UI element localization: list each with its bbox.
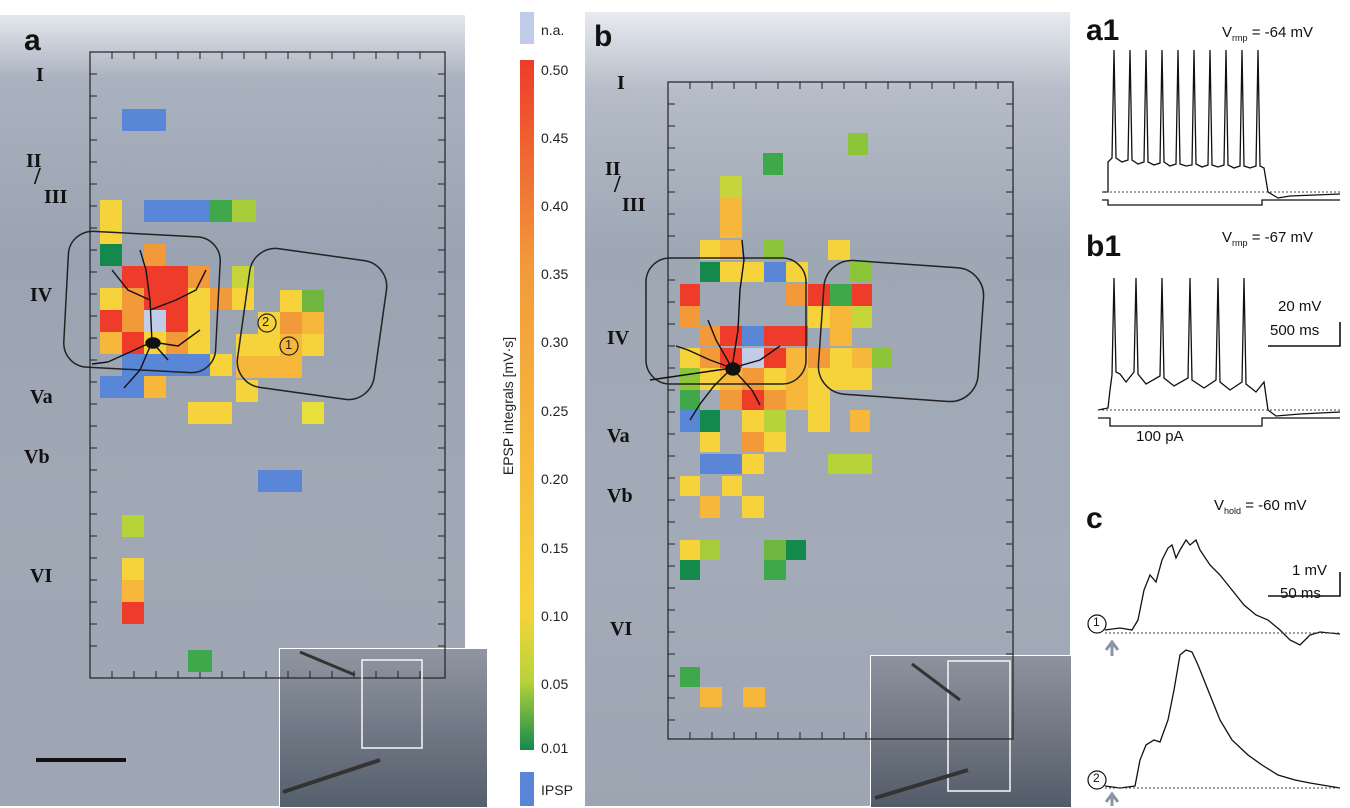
inset-b (870, 655, 1072, 808)
trace-marker-2-label: 2 (1093, 771, 1100, 785)
colorbar-tick-1: 0.45 (541, 130, 569, 146)
hold-sub-c: hold (1224, 506, 1242, 516)
panel-b-heatmap (680, 133, 892, 707)
layer-b-slash: / (614, 172, 621, 198)
colorbar-tick-10: 0.01 (541, 740, 569, 756)
v-letter-c: V (1214, 497, 1225, 514)
panel-b-frame (667, 81, 1014, 740)
layer-a-slash: / (34, 164, 41, 190)
c-vhold-value: = -60 mV (1245, 497, 1307, 514)
panel-b-outlines (645, 257, 985, 403)
panel-a-heatmap (100, 109, 324, 672)
marker-a-1: 1 (285, 337, 293, 352)
inset-b-pipette (911, 662, 961, 702)
trace-marker-1-label: 1 (1093, 615, 1100, 629)
panel-label-b1: b1 (1086, 230, 1122, 263)
layer-b-VI: VI (610, 618, 633, 640)
rmp-sub-b1: rmp (1232, 238, 1248, 248)
layer-a-VI: VI (30, 565, 53, 587)
panel-a-neuron (91, 249, 207, 389)
colorbar-tick-6: 0.20 (541, 471, 569, 487)
colorbar-na-label: n.a. (541, 22, 565, 38)
panel-a-markers (257, 313, 299, 356)
colorbar-ipsp-swatch (520, 772, 534, 806)
scale2-time: 50 ms (1280, 585, 1321, 602)
stim-arrow-1 (1104, 639, 1120, 656)
scale-bar-c (1268, 572, 1341, 597)
current-label: 100 pA (1136, 428, 1184, 445)
layer-b-Vb: Vb (607, 485, 633, 507)
scale-bar-b1 (1268, 322, 1341, 347)
stim-arrow-2 (1104, 791, 1120, 806)
layer-a-II: II (26, 150, 42, 172)
b1-vrmp-label: Vrmp = -67 mV (1222, 229, 1313, 248)
a1-vrmp-value: = -64 mV (1251, 24, 1313, 41)
rmp-sub-a1: rmp (1232, 33, 1248, 43)
scale1-voltage: 20 mV (1278, 298, 1322, 315)
colorbar-tick-0: 0.50 (541, 62, 569, 78)
trace-a1 (1102, 49, 1341, 206)
colorbar-tick-7: 0.15 (541, 540, 569, 556)
inset-a-electrode (282, 758, 381, 794)
layer-b-Va: Va (607, 425, 630, 447)
inset-b-electrode (874, 768, 969, 800)
layer-b-I: I (617, 72, 625, 94)
colorbar-tick-9: 0.05 (541, 676, 569, 692)
panel-label-a: a (24, 24, 41, 57)
marker-a-2: 2 (262, 314, 270, 329)
layer-a-Va: Va (30, 386, 53, 408)
colorbar-gradient (520, 60, 534, 750)
layer-a-I: I (36, 64, 44, 86)
colorbar-tick-8: 0.10 (541, 608, 569, 624)
panel-label-b: b (594, 20, 613, 53)
inset-a-roi (361, 659, 423, 749)
trace-c2 (1104, 649, 1341, 789)
scale2-voltage: 1 mV (1292, 562, 1328, 579)
trace-b1 (1097, 277, 1341, 427)
panel-b-ticks (668, 82, 1013, 739)
c-vhold-label: Vhold = -60 mV (1214, 497, 1306, 516)
colorbar-title: EPSP integrals [mV·s] (500, 336, 516, 476)
layer-b-III: III (622, 194, 646, 216)
panel-label-a1: a1 (1086, 14, 1120, 47)
panel-a-outlines (63, 230, 388, 401)
layer-a-IV: IV (30, 284, 53, 306)
v-letter-a1: V (1222, 24, 1233, 41)
colorbar-tick-3: 0.35 (541, 266, 569, 282)
layer-b-IV: IV (607, 327, 630, 349)
b1-vrmp-value: = -67 mV (1251, 229, 1313, 246)
colorbar-tick-4: 0.30 (541, 334, 569, 350)
layer-a-Vb: Vb (24, 446, 50, 468)
layer-b-II: II (605, 158, 621, 180)
colorbar-tick-5: 0.25 (541, 403, 569, 419)
inset-b-roi (947, 660, 1011, 792)
panel-label-c: c (1086, 502, 1103, 535)
colorbar-ipsp-label: IPSP (541, 782, 573, 798)
inset-a-pipette (299, 650, 356, 677)
panel-b-neuron (649, 239, 781, 421)
trace-c1 (1104, 538, 1341, 646)
panel-a-frame (89, 51, 446, 679)
a1-vrmp-label: Vrmp = -64 mV (1222, 24, 1313, 43)
colorbar-tick-2: 0.40 (541, 198, 569, 214)
scale1-time: 500 ms (1270, 322, 1320, 339)
trace-marker-2 (1087, 770, 1107, 790)
trace-marker-1 (1087, 614, 1107, 634)
v-letter-b1: V (1222, 229, 1233, 246)
layer-a-III: III (44, 186, 68, 208)
colorbar-na-swatch (520, 12, 534, 44)
